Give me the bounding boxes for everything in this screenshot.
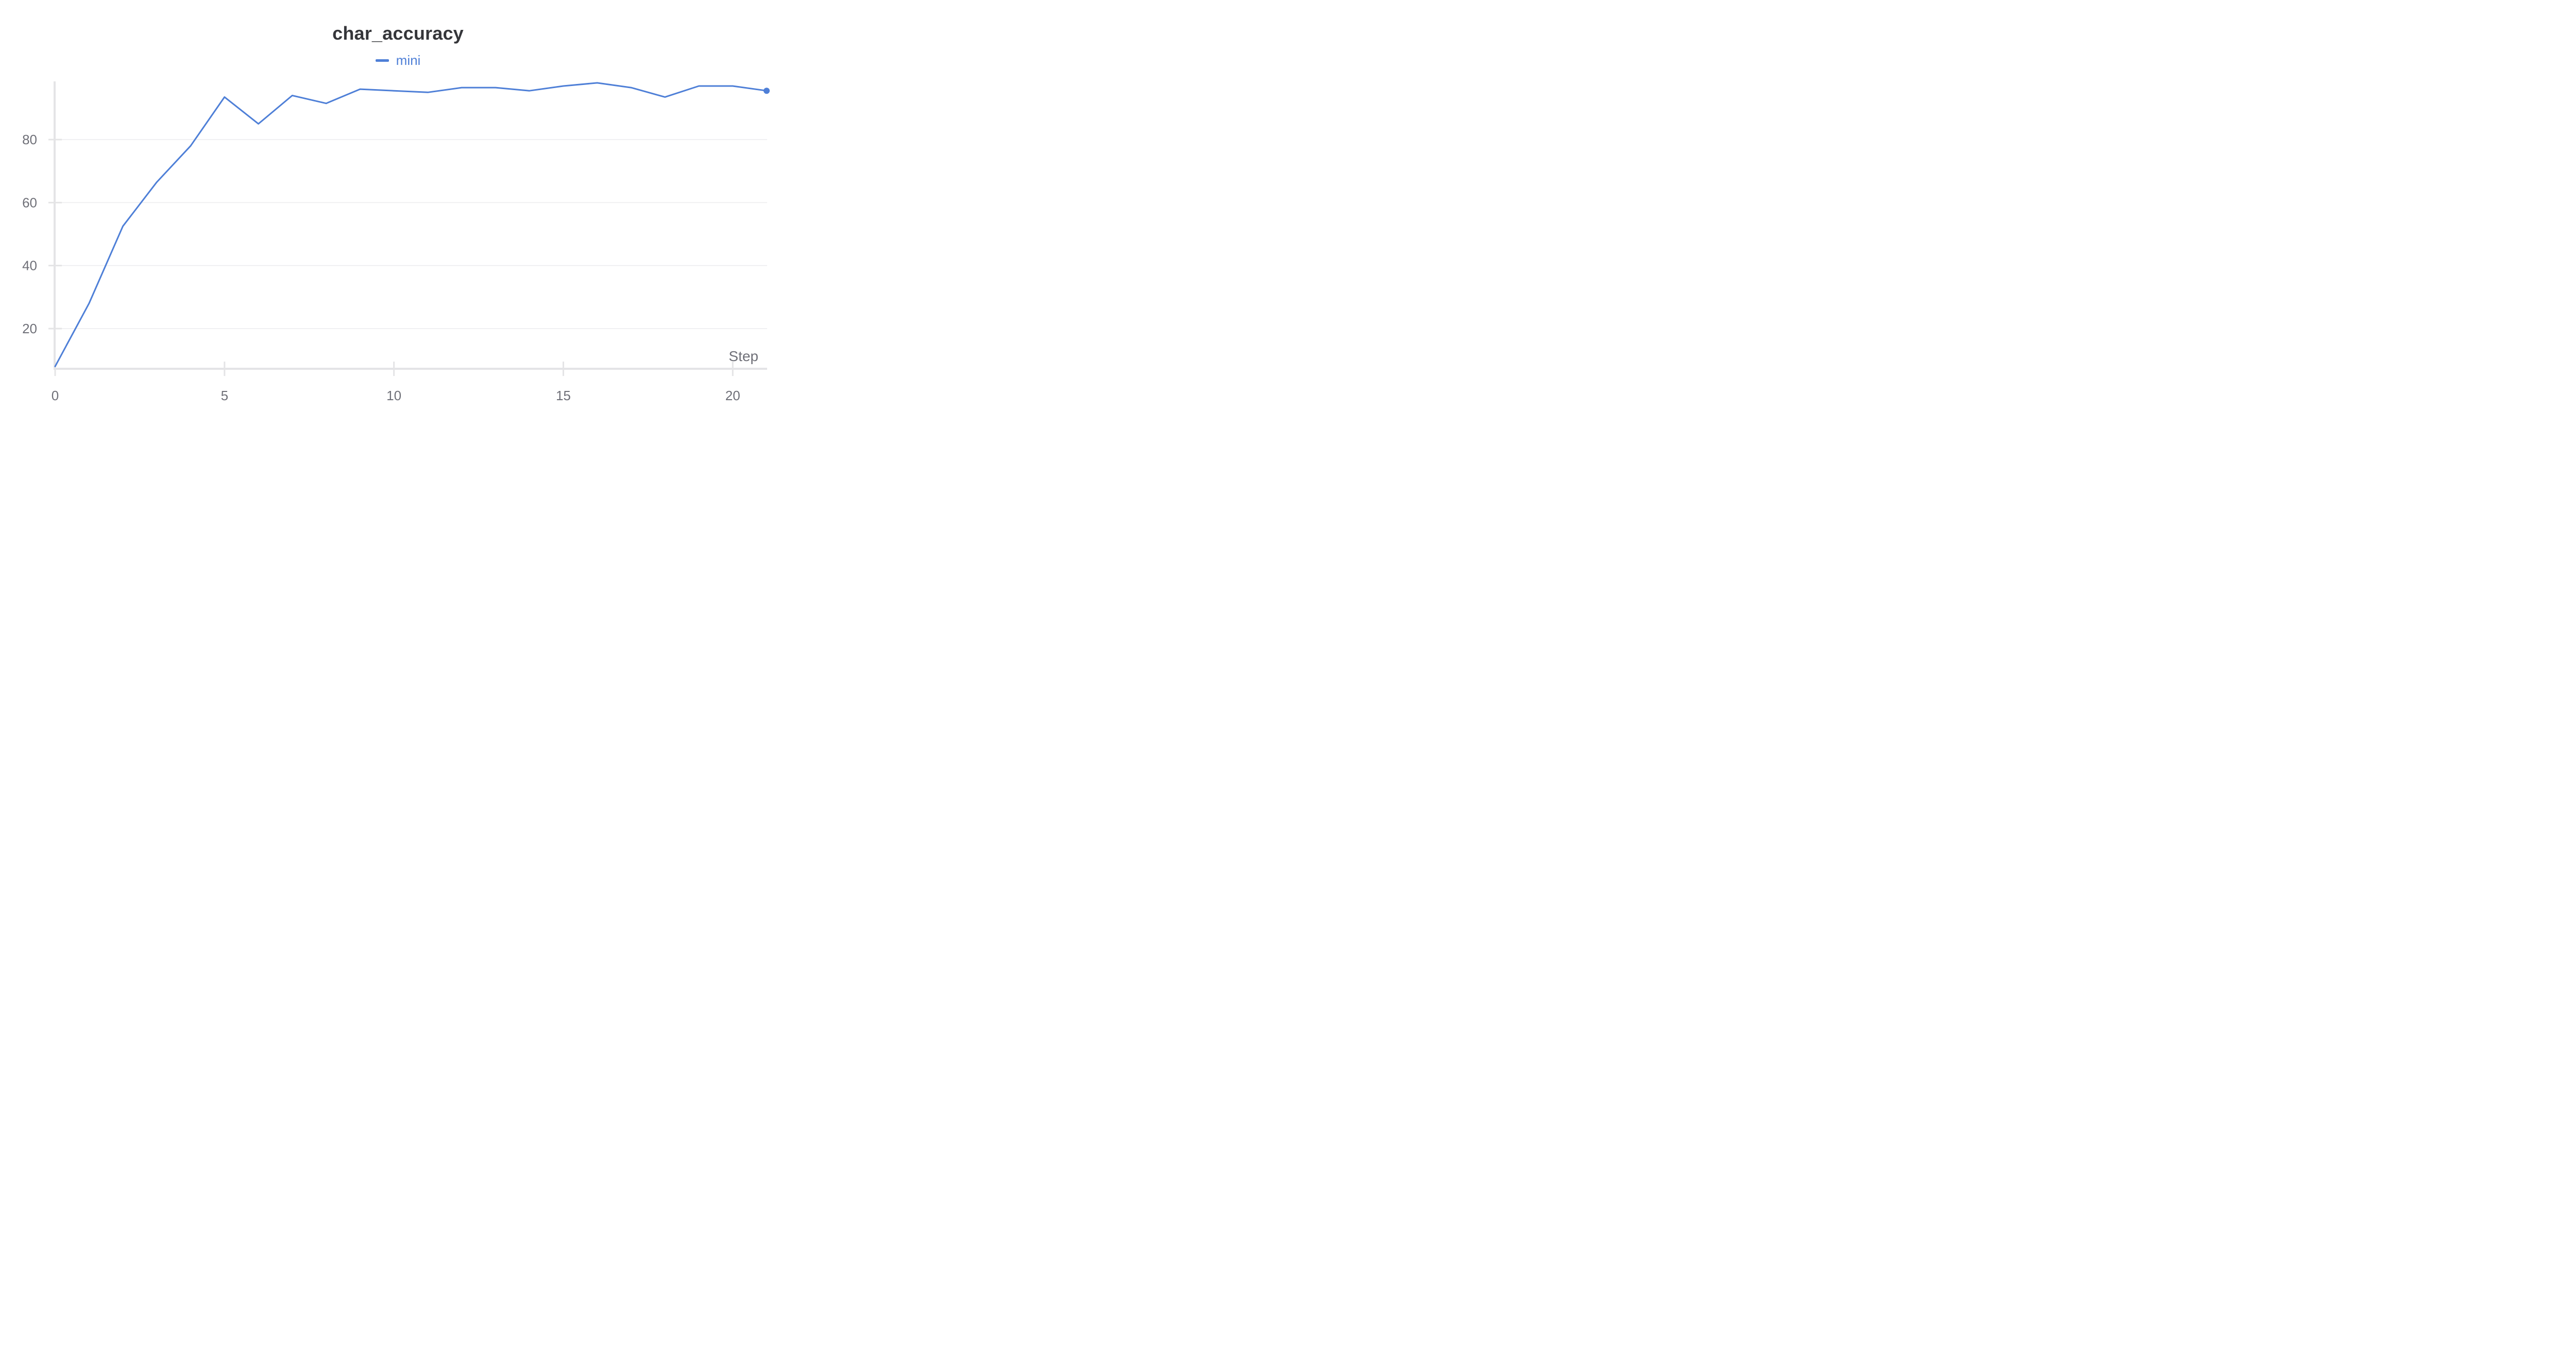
y-tick-label-20: 20	[22, 321, 37, 336]
data-point-mini-9[interactable]	[358, 87, 362, 91]
x-tick-label-15: 15	[556, 388, 571, 403]
data-point-mini-8[interactable]	[324, 101, 328, 106]
chart-title: char_accuracy	[332, 23, 464, 44]
legend[interactable]: mini	[0, 53, 796, 69]
y-tick-label-60: 60	[22, 195, 37, 210]
data-point-mini-1[interactable]	[87, 301, 91, 305]
data-point-mini-21[interactable]	[764, 88, 770, 94]
data-point-mini-2[interactable]	[121, 224, 125, 228]
x-axis-title: Step	[728, 348, 758, 364]
ticks	[48, 139, 734, 376]
axes	[54, 81, 767, 370]
data-point-mini-4[interactable]	[189, 144, 193, 148]
series-line-mini[interactable]	[54, 82, 768, 367]
line-chart[interactable]: 20 40 60 80 0 5 10 15 20 Step	[0, 0, 796, 418]
tick-labels: 20 40 60 80 0 5 10 15 20	[22, 132, 740, 403]
x-tick-label-5: 5	[221, 388, 228, 403]
x-tick-label-0: 0	[52, 388, 59, 403]
x-tick-label-10: 10	[386, 388, 401, 403]
data-point-mini-19[interactable]	[697, 84, 701, 88]
grid-lines	[56, 139, 767, 329]
y-tick-label-80: 80	[22, 132, 37, 147]
y-tick-label-40: 40	[22, 258, 37, 273]
data-point-mini-5[interactable]	[223, 95, 227, 99]
data-point-mini-20[interactable]	[731, 84, 735, 88]
data-point-mini-16[interactable]	[595, 81, 599, 85]
legend-label-mini: mini	[396, 53, 421, 68]
legend-swatch	[375, 59, 389, 62]
data-point-mini-7[interactable]	[290, 93, 294, 97]
series-layer[interactable]	[53, 81, 770, 369]
data-point-mini-0[interactable]	[53, 364, 57, 368]
data-point-mini-3[interactable]	[155, 180, 159, 184]
data-point-mini-17[interactable]	[629, 86, 633, 90]
data-point-mini-6[interactable]	[257, 122, 261, 126]
data-point-mini-14[interactable]	[528, 89, 532, 93]
data-point-mini-13[interactable]	[494, 86, 498, 90]
data-point-mini-15[interactable]	[561, 84, 565, 88]
data-point-mini-18[interactable]	[663, 95, 667, 99]
data-point-mini-10[interactable]	[392, 89, 396, 93]
data-point-mini-11[interactable]	[426, 90, 430, 94]
data-point-mini-12[interactable]	[460, 86, 464, 90]
x-tick-label-20: 20	[725, 388, 740, 403]
